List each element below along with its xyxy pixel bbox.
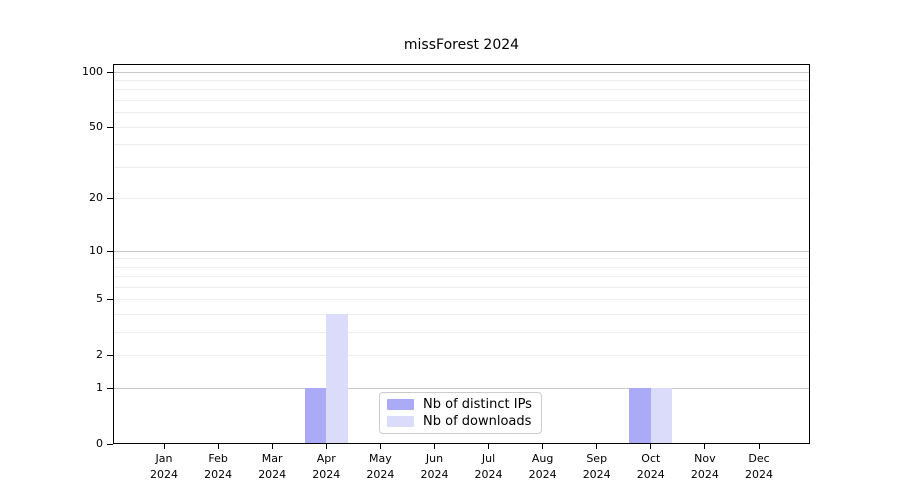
gridline-minor <box>113 126 810 128</box>
legend-swatch-distinct-ips <box>387 399 414 410</box>
y-axis-tick <box>107 198 113 200</box>
x-axis-tick-label: Dec 2024 <box>745 452 773 481</box>
x-axis-tick <box>650 444 652 449</box>
y-axis-tick-label: 0 <box>96 437 103 450</box>
bar-downloads <box>326 314 348 444</box>
gridline-minor <box>113 276 810 278</box>
legend-label-distinct-ips: Nb of distinct IPs <box>423 397 532 412</box>
x-axis-tick <box>434 444 435 449</box>
bar-distinct-ips <box>304 388 327 444</box>
y-axis-tick <box>107 71 113 73</box>
gridline-minor <box>113 332 810 334</box>
y-axis-tick <box>107 388 113 390</box>
x-axis-tick-label: Aug 2024 <box>528 452 557 481</box>
x-axis-tick-label: Apr 2024 <box>312 452 341 481</box>
gridline-minor <box>113 80 810 81</box>
y-axis-tick <box>107 126 113 128</box>
x-axis-tick-label: Nov 2024 <box>690 452 719 481</box>
y-axis-tick-label: 5 <box>96 292 103 306</box>
legend: Nb of distinct IPs Nb of downloads <box>379 392 542 434</box>
legend-swatch-downloads <box>387 416 414 427</box>
x-axis-tick <box>542 444 544 449</box>
legend-item-downloads: Nb of downloads <box>387 414 532 429</box>
gridline-minor <box>113 287 810 288</box>
y-axis-tick <box>107 355 113 357</box>
x-axis-tick-label: May 2024 <box>366 452 395 481</box>
gridline-major <box>113 71 810 73</box>
plot-area: Nb of distinct IPs Nb of downloads 0 1 2 5 1… <box>82 64 810 481</box>
x-axis-tick-label: Mar 2024 <box>258 452 287 481</box>
x-axis-tick <box>758 444 760 449</box>
y-axis-tick-label: 10 <box>89 243 103 257</box>
x-axis-tick <box>217 444 219 449</box>
bar-distinct-ips <box>629 388 651 444</box>
plot-border <box>113 64 810 444</box>
gridline-minor <box>113 112 810 114</box>
y-axis-tick-label: 50 <box>89 119 103 133</box>
x-axis-tick <box>163 444 165 449</box>
gridline-minor <box>113 89 810 91</box>
gridline-minor <box>113 355 810 357</box>
x-axis-tick-label: Jul 2024 <box>474 452 503 481</box>
gridline-minor <box>113 198 810 200</box>
y-axis-tick <box>107 250 113 252</box>
bar-downloads <box>650 388 673 444</box>
legend-label-downloads: Nb of downloads <box>423 414 532 429</box>
x-axis-tick <box>488 444 489 449</box>
x-axis-tick-label: Jun 2024 <box>420 452 449 481</box>
gridline-minor <box>113 299 810 301</box>
gridline-minor <box>113 314 810 316</box>
x-axis-tick-label: Feb 2024 <box>204 452 233 481</box>
gridline-minor <box>113 258 810 260</box>
gridline-minor <box>113 166 810 168</box>
y-axis-tick <box>107 444 113 445</box>
x-axis-tick <box>596 444 598 449</box>
x-axis-tick <box>325 444 327 449</box>
legend-item-distinct-ips: Nb of distinct IPs <box>387 397 532 412</box>
y-axis-tick-label: 2 <box>96 348 103 362</box>
x-axis-tick-label: Jan 2024 <box>150 452 178 481</box>
gridline-minor <box>113 100 810 102</box>
chart-title: missForest 2024 <box>403 37 520 53</box>
y-axis-tick <box>107 299 113 301</box>
x-axis-tick <box>271 444 273 449</box>
y-axis-tick-label: 20 <box>89 191 103 205</box>
gridline-major <box>113 250 810 252</box>
x-axis-tick-label: Sep 2024 <box>582 452 611 481</box>
x-axis-tick <box>379 444 381 449</box>
y-axis-tick-label: 1 <box>96 381 103 395</box>
gridline-minor <box>113 144 810 146</box>
x-axis-tick <box>704 444 706 449</box>
gridline-minor <box>113 266 810 268</box>
x-axis-tick-label: Oct 2024 <box>636 452 665 481</box>
y-axis-tick-label: 100 <box>82 64 103 78</box>
gridline-major <box>113 388 810 390</box>
